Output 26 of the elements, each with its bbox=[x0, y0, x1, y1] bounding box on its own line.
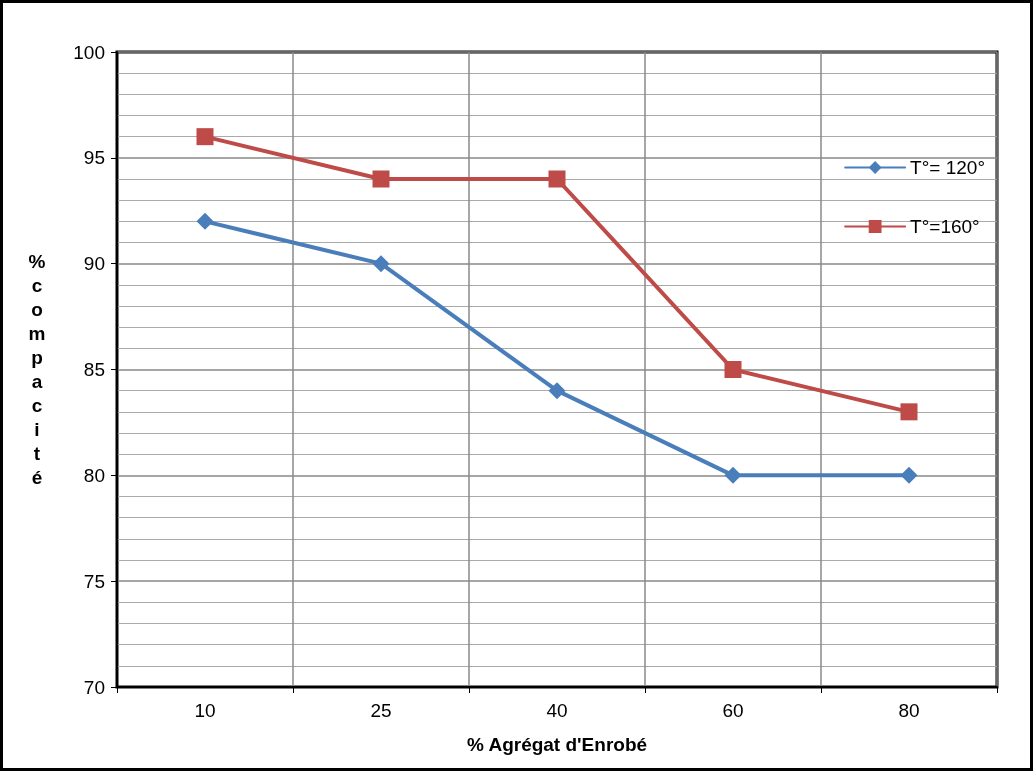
point bbox=[372, 170, 390, 188]
point bbox=[196, 128, 214, 146]
point bbox=[900, 466, 918, 484]
point bbox=[548, 170, 566, 188]
y-tick-label: 75 bbox=[83, 570, 105, 592]
y-tick-label: 70 bbox=[83, 676, 105, 698]
point bbox=[724, 361, 742, 378]
y-tick-label: 85 bbox=[83, 359, 105, 380]
x-tick-label: 40 bbox=[546, 700, 568, 721]
x-tick-label: 60 bbox=[722, 700, 744, 721]
legend-label: T°= 120° bbox=[910, 157, 986, 178]
x-tick-label: 80 bbox=[898, 700, 920, 721]
y-tick-label: 80 bbox=[83, 464, 105, 486]
point bbox=[196, 212, 214, 230]
y-tick-label: 95 bbox=[83, 147, 105, 169]
point bbox=[724, 466, 742, 484]
x-axis-title: % Agrégat d'Enrobé bbox=[466, 734, 648, 755]
point bbox=[372, 255, 390, 273]
y-tick-label: 90 bbox=[83, 253, 105, 275]
point bbox=[900, 403, 918, 421]
y-tick-label: 100 bbox=[73, 41, 105, 63]
x-tick-label: 25 bbox=[370, 700, 392, 721]
x-tick-label: 10 bbox=[194, 700, 216, 721]
text: % compacité bbox=[28, 251, 46, 488]
legend-label: T°=160° bbox=[910, 216, 980, 237]
point bbox=[548, 382, 566, 400]
